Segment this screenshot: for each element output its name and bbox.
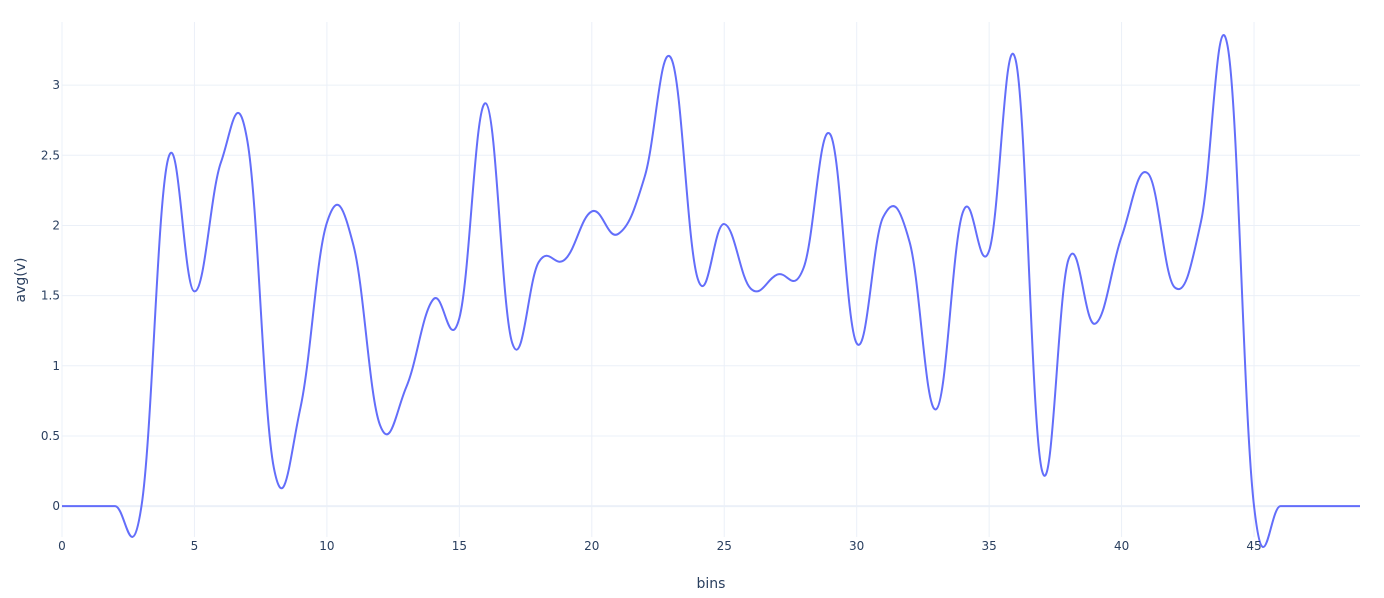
- x-tick-label: 20: [584, 539, 599, 553]
- plot-background: [62, 22, 1360, 537]
- y-tick-label: 1: [52, 359, 60, 373]
- x-tick-label: 35: [982, 539, 997, 553]
- y-gridlines: [62, 84, 1360, 508]
- x-tick-label: 45: [1246, 539, 1261, 553]
- y-tick-label: 1.5: [41, 289, 60, 303]
- x-tick-label: 25: [717, 539, 732, 553]
- x-tick-label: 10: [319, 539, 334, 553]
- series-layer: [62, 34, 1360, 548]
- x-tick-label: 0: [58, 539, 66, 553]
- y-axis-title: avg(v): [13, 258, 29, 303]
- x-tick-labels: 0 5 10 15 20 25 30 35 40 45: [58, 539, 1262, 553]
- x-axis-title: bins: [697, 576, 726, 592]
- y-tick-label: 0: [52, 499, 60, 513]
- x-tick-label: 30: [849, 539, 864, 553]
- y-tick-label: 2.5: [41, 148, 60, 162]
- y-tick-label: 0.5: [41, 429, 60, 443]
- y-tick-labels: 0 0.5 1 1.5 2 2.5 3: [41, 78, 60, 513]
- series-line: [62, 34, 1360, 548]
- y-tick-label: 2: [52, 218, 60, 232]
- x-tick-label: 15: [452, 539, 467, 553]
- y-tick-label: 3: [52, 78, 60, 92]
- x-gridlines: [61, 22, 1255, 537]
- x-tick-label: 5: [191, 539, 199, 553]
- x-tick-label: 40: [1114, 539, 1129, 553]
